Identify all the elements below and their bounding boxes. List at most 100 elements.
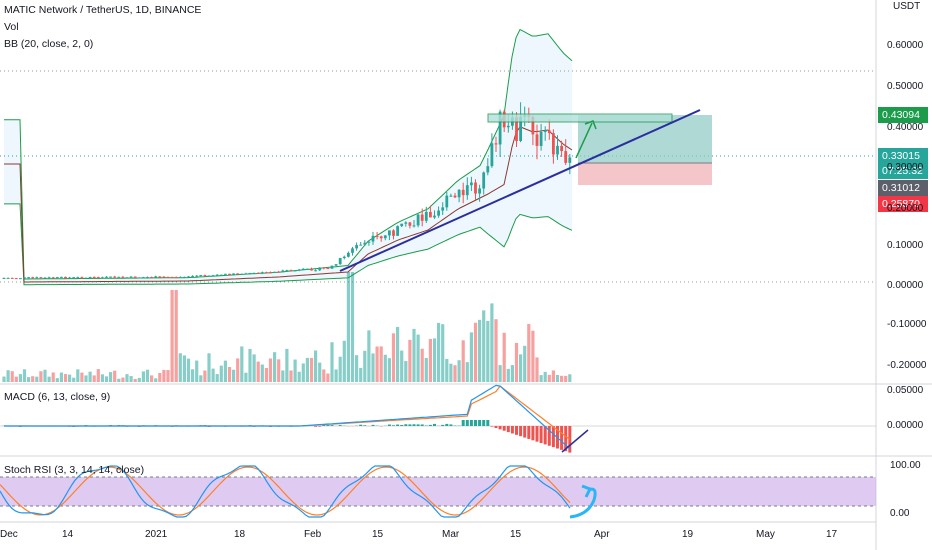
volume-bar [39, 371, 43, 382]
up-arrow[interactable] [575, 122, 593, 159]
volume-bar [338, 356, 342, 382]
candle-body [109, 276, 112, 278]
symbol-title[interactable]: MATIC Network / TetherUS, 1D, BINANCE [4, 4, 202, 16]
macd-legend[interactable]: MACD (6, 13, close, 9) [4, 391, 111, 403]
volume-bar [543, 371, 547, 382]
stoch-legend[interactable]: Stoch RSI (3, 3, 14, 14, close) [4, 464, 145, 476]
candle-body [482, 172, 486, 189]
time-tick-label: Mar [442, 529, 460, 540]
candle-body [183, 276, 186, 278]
time-tick-label: 15 [372, 529, 384, 540]
volume-bar [494, 319, 498, 382]
macd-hist-bar [330, 425, 334, 426]
candle-body [146, 277, 149, 279]
candle-body [240, 273, 244, 275]
bb-legend[interactable]: BB (20, close, 2, 0) [4, 38, 94, 50]
volume-bar [318, 362, 322, 382]
volume-bar [502, 332, 506, 382]
volume-bar [6, 370, 10, 382]
volume-bar [416, 334, 420, 382]
price-tick-label: 0.40000 [887, 122, 924, 133]
trendline[interactable] [339, 109, 701, 272]
volume-bar [391, 333, 396, 382]
volume-bar [68, 374, 72, 382]
vol-legend[interactable]: Vol [4, 21, 19, 33]
macd-hist-bar [490, 426, 494, 427]
resistance-box[interactable] [487, 113, 673, 123]
macd-hist-bar [486, 420, 490, 426]
candle-body [215, 274, 219, 276]
candle-body [355, 245, 358, 249]
candle-body [117, 276, 121, 278]
macd-hist-bar [531, 426, 535, 441]
macd-hist-bar [502, 426, 506, 431]
candle-body [23, 277, 26, 279]
candle-body [498, 111, 502, 145]
time-tick-label: 15 [510, 529, 522, 540]
candle-body [72, 277, 76, 279]
volume-bar [236, 358, 240, 382]
volume-bar [35, 376, 39, 382]
volume-bar [203, 370, 207, 382]
candle-body [125, 277, 129, 279]
volume-bar [432, 338, 437, 382]
candle-body [297, 269, 301, 271]
candle-body [248, 272, 252, 274]
price-tick-label: 0.10000 [887, 240, 924, 251]
candle-body [449, 195, 453, 197]
stoch-k-line [0, 465, 571, 518]
volume-bar [564, 375, 568, 382]
candle-body [404, 222, 408, 224]
candle-body [150, 277, 153, 279]
macd-divergence-line[interactable] [561, 429, 589, 453]
macd-hist-bar [539, 426, 543, 444]
candle-body [273, 271, 276, 273]
volume-bar [367, 330, 371, 382]
candle-body [64, 276, 67, 279]
candle-body [219, 274, 223, 276]
stoch-curve-arrow[interactable] [569, 487, 597, 519]
macd-hist-bar [322, 424, 326, 426]
volume-bar [244, 372, 248, 382]
volume-bar [490, 303, 494, 382]
candle-body [470, 182, 473, 186]
candle-body [429, 211, 432, 218]
volume-bar [437, 322, 441, 382]
candle-body [113, 276, 117, 278]
candle-body [84, 277, 88, 279]
volume-bar [162, 369, 166, 382]
volume-bar [551, 370, 555, 382]
volume-bar [240, 346, 244, 382]
volume-bar [88, 371, 92, 382]
time-tick-label: 18 [234, 529, 246, 540]
volume-bar [92, 375, 96, 382]
volume-bar [314, 350, 318, 382]
macd-hist-bar [433, 423, 436, 426]
candle-body [129, 276, 133, 278]
volume-bar [408, 339, 412, 382]
macd-hist-bar [420, 424, 424, 426]
time-tick-label: 14 [62, 529, 74, 540]
stop-zone[interactable] [578, 163, 712, 185]
volume-bar [121, 377, 125, 382]
volume-bar [191, 369, 195, 382]
volume-bar [199, 375, 203, 382]
candle-body [101, 277, 104, 279]
candle-body [433, 215, 436, 218]
macd-histogram [2, 420, 572, 453]
volume-bar [473, 322, 478, 382]
candle-body [408, 222, 412, 226]
volume-bar [568, 374, 572, 382]
candle-body [178, 277, 182, 279]
volume-bar [43, 369, 47, 382]
candle-body [437, 210, 440, 216]
time-tick-label: 19 [682, 529, 694, 540]
volume-bar [469, 332, 473, 382]
macd-hist-bar [510, 426, 514, 434]
candle-body [322, 267, 326, 269]
candle-body [539, 132, 543, 146]
volume-bar [322, 369, 326, 382]
candle-body [461, 189, 465, 196]
time-tick-label: May [756, 529, 775, 540]
